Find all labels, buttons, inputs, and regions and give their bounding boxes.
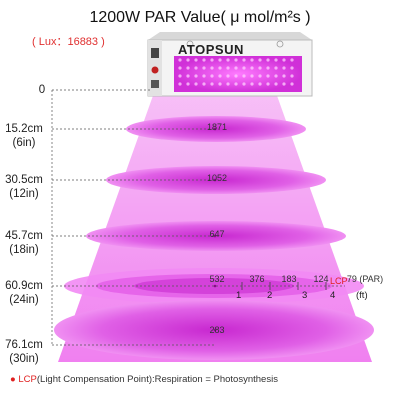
foot-mark-1: 1 — [236, 290, 242, 301]
footprint-value-4ft: 79 (PAR) — [346, 274, 384, 284]
par-value-60cm: 532 — [209, 274, 225, 284]
distance-leader-lines — [51, 89, 345, 346]
foot-mark-4: 4 — [330, 290, 336, 301]
footnote-text: (Light Compensation Point):Respiration =… — [36, 374, 278, 385]
distance-label-76cm: 76.1cm (30in) — [5, 339, 43, 365]
center-point-markers — [213, 127, 217, 332]
footnote-bullet: ● — [10, 374, 16, 385]
grow-light-fixture — [147, 32, 313, 97]
footprint-value-2ft: 183 — [281, 274, 297, 284]
foot-unit-label: (ft) — [356, 290, 368, 301]
par-value-30cm: 1052 — [206, 173, 228, 183]
lcp-label: LCP — [330, 276, 348, 286]
foot-mark-2: 2 — [267, 290, 273, 301]
lcp-footnote: ● LCP(Light Compensation Point):Respirat… — [10, 374, 278, 385]
distance-label-60cm: 60.9cm (24in) — [5, 280, 43, 306]
par-value-76cm: 283 — [209, 325, 225, 335]
foot-mark-3: 3 — [302, 290, 308, 301]
distance-label-0: 0 — [38, 84, 46, 96]
lux-reading: ( Lux：16883 ) — [32, 36, 105, 48]
distance-label-15cm: 15.2cm (6in) — [5, 123, 43, 149]
footprint-ticks — [241, 282, 327, 290]
brand-logo: ATOPSUN — [178, 42, 244, 57]
footprint-value-3ft: 124 — [313, 274, 329, 284]
footprint-value-1ft: 376 — [249, 274, 265, 284]
par-value-45cm: 647 — [209, 229, 225, 239]
distance-label-30cm: 30.5cm (12in) — [5, 174, 43, 200]
par-value-15cm: 1871 — [206, 122, 228, 132]
page-title: 1200W PAR Value( μ mol/m²s ) — [89, 9, 311, 26]
distance-label-45cm: 45.7cm (18in) — [5, 230, 43, 256]
